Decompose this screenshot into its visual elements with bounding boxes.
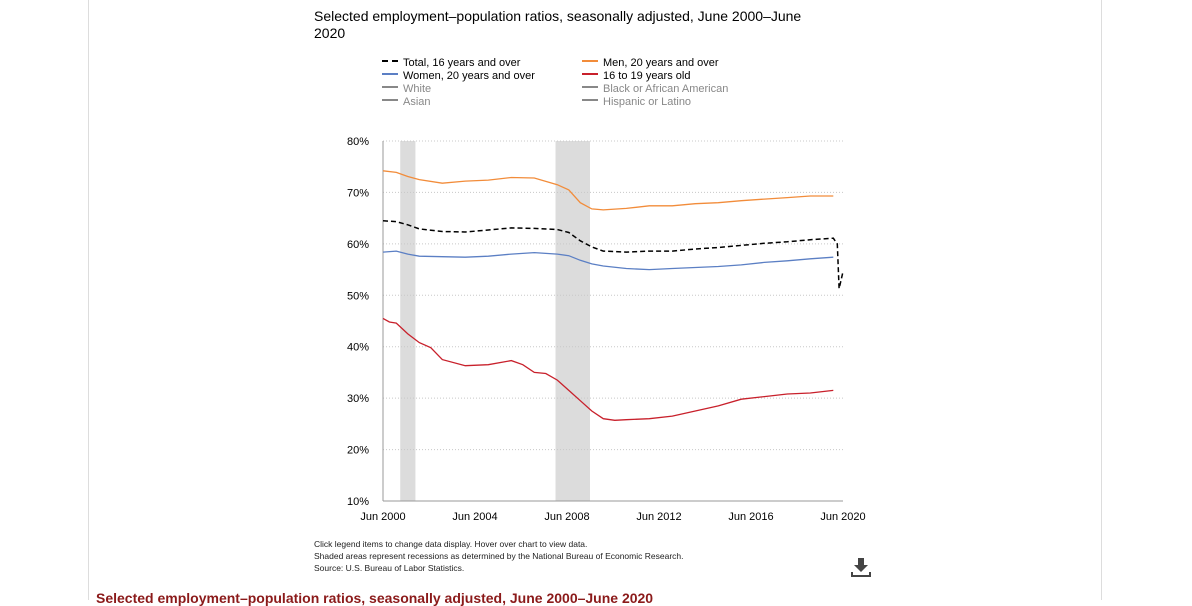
recession-band	[400, 141, 416, 501]
download-button[interactable]	[849, 555, 873, 579]
x-tick-label: Jun 2016	[728, 511, 773, 523]
download-icon	[851, 558, 871, 577]
y-tick-label: 30%	[347, 393, 369, 405]
legend-item[interactable]: Men, 20 years and over	[582, 57, 719, 70]
y-tick-label: 80%	[347, 136, 369, 148]
legend-item[interactable]: White	[382, 83, 431, 96]
series-line-3	[382, 317, 834, 421]
y-tick-label: 40%	[347, 342, 369, 354]
y-tick-label: 20%	[347, 445, 369, 457]
y-tick-label: 50%	[347, 290, 369, 302]
recession-band	[555, 141, 590, 501]
page-frame-right-border	[1101, 0, 1102, 600]
x-tick-label: Jun 2008	[544, 511, 589, 523]
legend-swatch	[382, 73, 398, 76]
series-line-2	[382, 250, 834, 271]
legend-swatch	[582, 73, 598, 76]
legend-item[interactable]: Total, 16 years and over	[382, 57, 520, 70]
series-line-1	[382, 170, 834, 211]
legend-item[interactable]: Black or African American	[582, 83, 728, 96]
legend-item[interactable]: Women, 20 years and over	[382, 70, 535, 83]
y-tick-label: 60%	[347, 239, 369, 251]
legend-label: White	[403, 83, 432, 95]
legend-label: Women, 20 years and over	[403, 70, 535, 82]
x-tick-label: Jun 2000	[360, 511, 405, 523]
legend-swatch	[382, 99, 398, 102]
chart-heading-link[interactable]: Selected employment–population ratios, s…	[96, 590, 654, 606]
legend-item[interactable]: 16 to 19 years old	[582, 70, 690, 83]
legend-swatch	[582, 99, 598, 102]
page-frame-left-border	[88, 0, 89, 600]
legend-swatch	[382, 60, 398, 63]
legend-swatch	[382, 86, 398, 89]
note-line: Source: U.S. Bureau of Labor Statistics.	[314, 563, 465, 573]
note-line: Shaded areas represent recessions as det…	[314, 551, 684, 561]
y-tick-label: 10%	[347, 496, 369, 508]
series-line-0	[382, 219, 844, 289]
legend-label: Hispanic or Latino	[603, 96, 692, 108]
x-tick-label: Jun 2020	[820, 511, 865, 523]
legend-swatch	[582, 86, 598, 89]
legend-label: 16 to 19 years old	[603, 70, 691, 82]
y-tick-label: 70%	[347, 187, 369, 199]
legend-item[interactable]: Asian	[382, 96, 431, 109]
note-line: Click legend items to change data displa…	[314, 539, 588, 549]
legend-label: Asian	[403, 96, 431, 108]
x-tick-label: Jun 2004	[452, 511, 497, 523]
legend-swatch	[582, 60, 598, 63]
x-tick-label: Jun 2012	[636, 511, 681, 523]
legend-label: Black or African American	[603, 83, 729, 95]
legend-label: Men, 20 years and over	[603, 57, 719, 69]
chart-notes: Click legend items to change data displa…	[314, 538, 683, 574]
chart-title: Selected employment–population ratios, s…	[314, 8, 802, 41]
legend-label: Total, 16 years and over	[403, 57, 521, 69]
legend-item[interactable]: Hispanic or Latino	[582, 96, 691, 109]
